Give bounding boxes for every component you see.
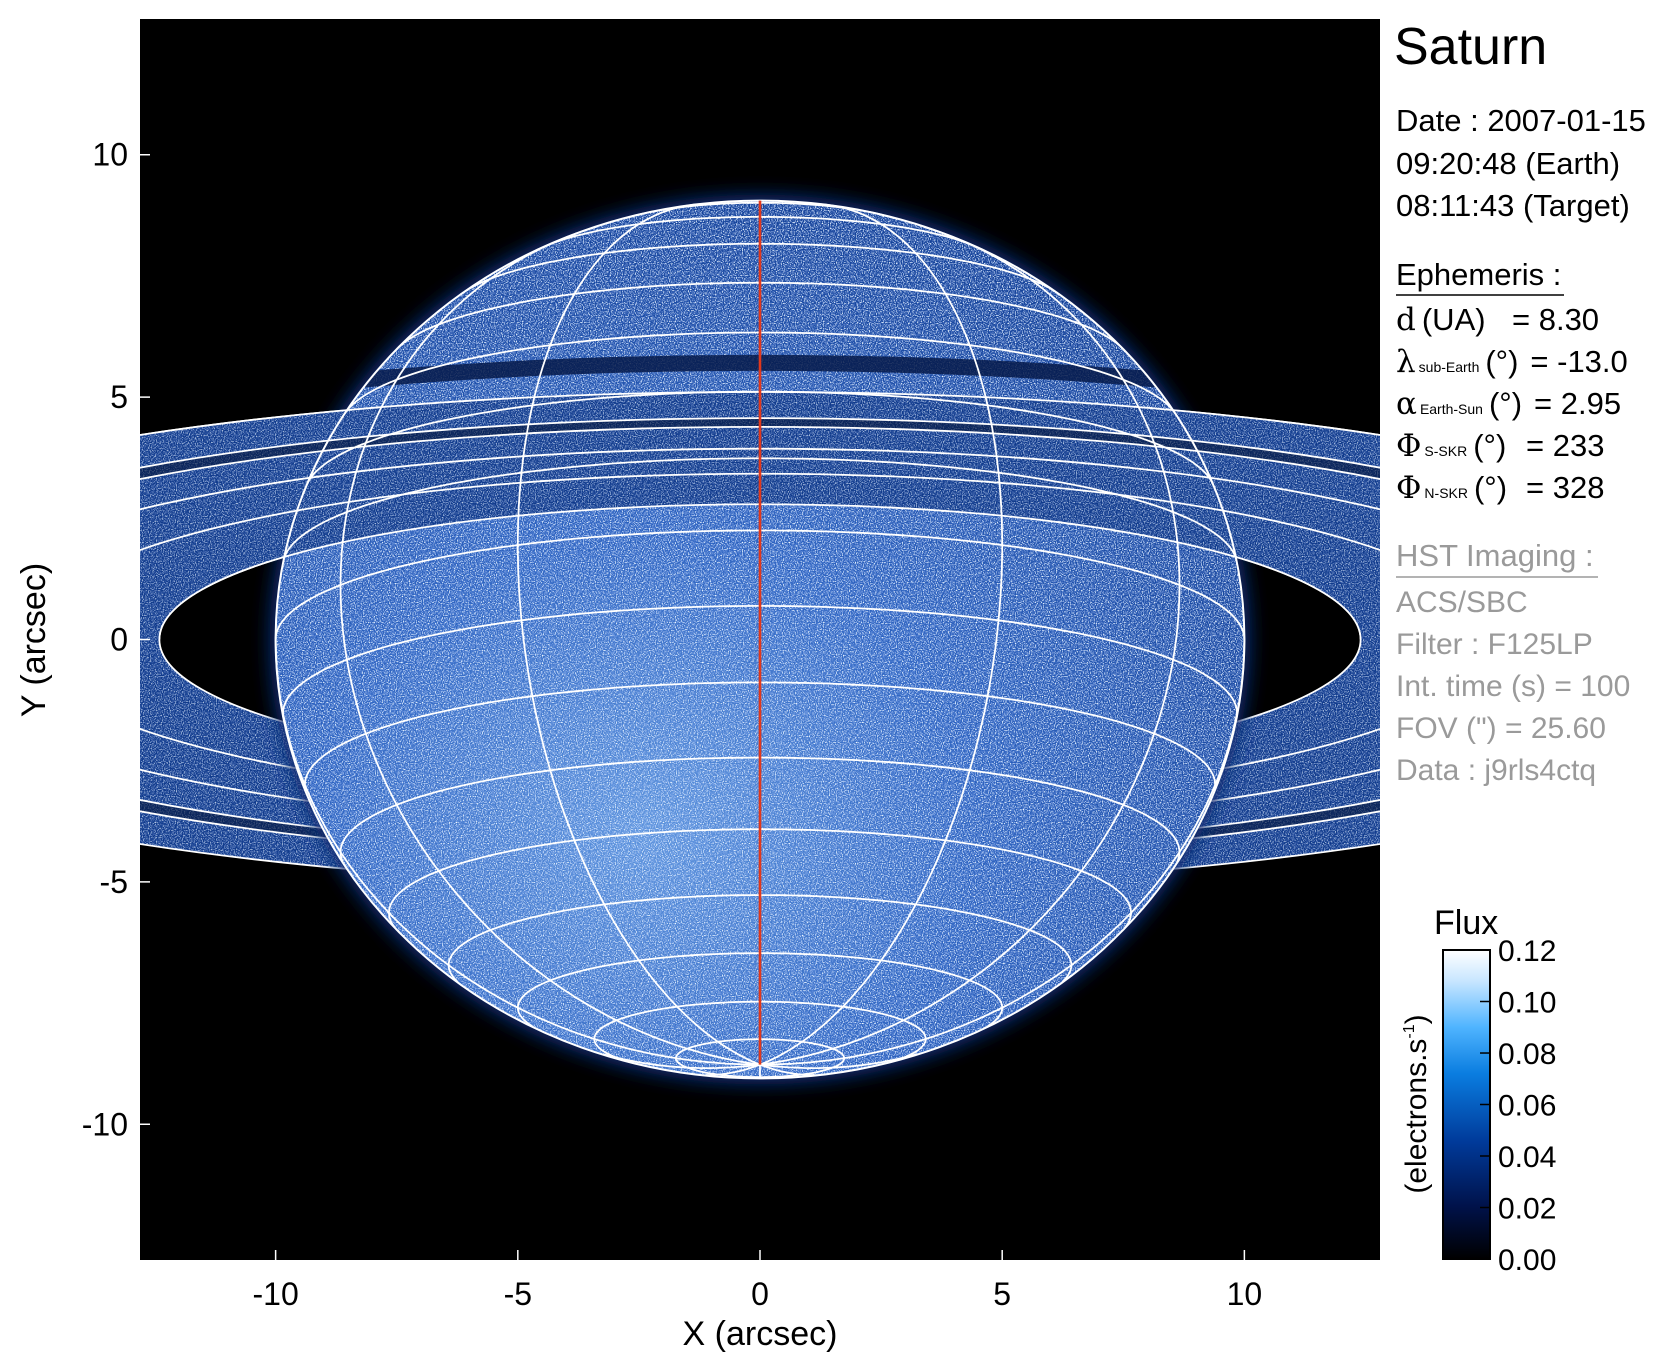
- ephemeris-list: d (UA) = 8.30 λ sub-Earth (°) = -13.0α Earth-Su…: [1396, 302, 1628, 506]
- x-tick-label: -5: [504, 1276, 532, 1312]
- colorbar-ticks: 0.00 0.02 0.04 0.06 0.08 0.10 0.12: [1480, 935, 1556, 1277]
- imaging-row: Filter : F125LP: [1396, 628, 1593, 661]
- y-tick-label: 0: [110, 622, 128, 658]
- longitude-line: [274, 639, 761, 1066]
- ephemeris-row: Φ N-SKR (°): [1396, 470, 1507, 506]
- x-tick-label: 5: [993, 1276, 1011, 1312]
- target-time: 08:11:43 (Target): [1396, 188, 1630, 223]
- imaging-title: HST Imaging :: [1396, 538, 1594, 573]
- ephemeris-row: Φ S-SKR (°): [1396, 428, 1506, 464]
- colorbar-label: (electrons.s-1): [1400, 1014, 1433, 1193]
- colorbar-title: Flux: [1434, 904, 1498, 942]
- x-tick-label: 0: [751, 1276, 769, 1312]
- axes: -10 -5 0 5 10 -10 -5 0 5 10: [82, 137, 1262, 1312]
- longitude-line: [602, 1053, 761, 1069]
- colorbar-tick-label: 0.06: [1498, 1090, 1556, 1123]
- earth-time: 09:20:48 (Earth): [1396, 146, 1620, 181]
- y-tick-label: -10: [82, 1106, 128, 1142]
- colorbar-tick-label: 0.04: [1498, 1141, 1556, 1174]
- x-axis-label: X (arcsec): [683, 1315, 838, 1353]
- y-tick-label: 5: [110, 379, 128, 415]
- y-tick-label: 10: [92, 137, 128, 173]
- x-tick-label: -10: [253, 1276, 299, 1312]
- image-layer: [140, 194, 1380, 1085]
- longitude-line: [759, 203, 1004, 1066]
- date-line: Date : 2007-01-15: [1396, 103, 1646, 138]
- longitude-line: [516, 203, 761, 1066]
- colorbar-tick-label: 0.00: [1498, 1244, 1556, 1277]
- imaging-row: ACS/SBC: [1396, 586, 1528, 619]
- colorbar-tick-label: 0.10: [1498, 987, 1556, 1020]
- ephemeris-value: = 2.95: [1534, 386, 1621, 421]
- info-panel: Saturn Date : 2007-01-15 09:20:48 (Earth…: [1394, 18, 1646, 787]
- colorbar-tick-label: 0.02: [1498, 1193, 1556, 1226]
- longitude-line: [339, 226, 761, 1066]
- ephemeris-value: = 8.30: [1512, 302, 1599, 337]
- imaging-list: ACS/SBC Filter : F125LP Int. time (s) = 10…: [1396, 586, 1630, 787]
- colorbar-tick-label: 0.08: [1498, 1038, 1556, 1071]
- target-name: Saturn: [1394, 18, 1547, 76]
- imaging-row: Int. time (s) = 100: [1396, 670, 1630, 703]
- longitude-line: [705, 1063, 761, 1076]
- ephemeris-title: Ephemeris :: [1396, 257, 1561, 292]
- y-tick-label: -5: [100, 864, 128, 900]
- longitude-line: [759, 639, 1246, 1066]
- ephemeris-row: λ sub-Earth (°): [1396, 344, 1518, 380]
- lat-lon-grid: [274, 199, 1246, 1080]
- colorbar: Flux (electrons.s-1) 0.000.020.040.060.0…: [1400, 904, 1556, 1277]
- colorbar-tick-label: 0.12: [1498, 935, 1556, 968]
- x-tick-label: 10: [1227, 1276, 1263, 1312]
- longitude-line: [759, 226, 1181, 1066]
- ephemeris-value: = 233: [1526, 428, 1604, 463]
- ephemeris-row: d (UA): [1396, 302, 1486, 338]
- imaging-row: FOV (") = 25.60: [1396, 712, 1606, 745]
- imaging-row: Data : j9rls4ctq: [1396, 754, 1596, 787]
- ephemeris-value: = -13.0: [1530, 344, 1627, 379]
- longitude-line: [759, 1053, 918, 1069]
- y-axis-label: Y (arcsec): [15, 563, 53, 717]
- ephemeris-row: α Earth-Sun (°): [1396, 386, 1522, 422]
- ephemeris-value: = 328: [1526, 470, 1604, 505]
- longitude-line: [759, 1063, 815, 1076]
